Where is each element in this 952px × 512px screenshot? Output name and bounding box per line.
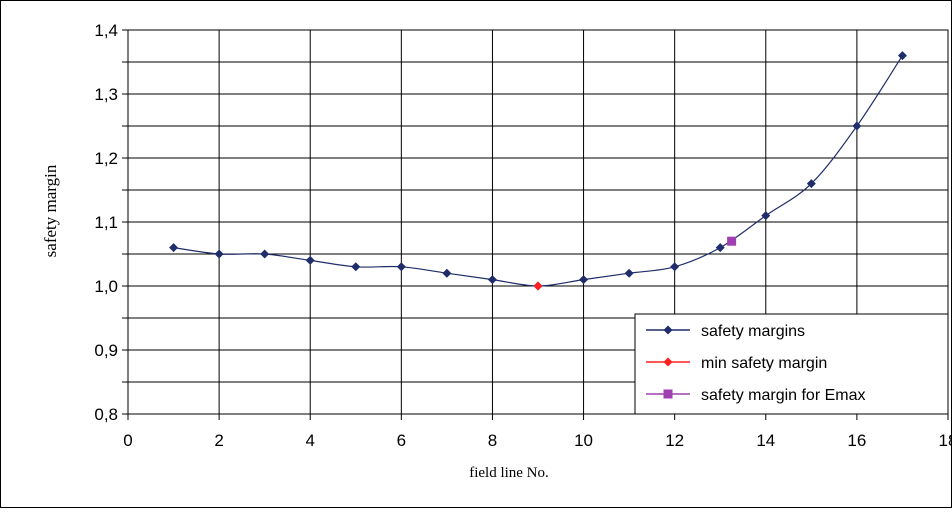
data-point-0 bbox=[897, 51, 907, 61]
x-axis-label: field line No. bbox=[469, 465, 549, 481]
x-tick-label: 8 bbox=[488, 431, 497, 450]
series-line-0 bbox=[173, 55, 903, 287]
data-point-0 bbox=[442, 268, 452, 278]
data-point-0 bbox=[214, 249, 224, 259]
data-point-0 bbox=[351, 262, 361, 272]
legend-label-1: min safety margin bbox=[701, 355, 827, 372]
y-tick-label: 1,2 bbox=[94, 149, 118, 168]
data-point-0 bbox=[761, 211, 771, 221]
data-point-2 bbox=[727, 236, 737, 246]
x-tick-label: 2 bbox=[214, 431, 223, 450]
x-tick-label: 18 bbox=[939, 431, 951, 450]
legend-marker-0 bbox=[663, 325, 673, 335]
x-tick-label: 6 bbox=[397, 431, 406, 450]
legend-label-0: safety margins bbox=[701, 323, 805, 340]
data-point-0 bbox=[305, 255, 315, 265]
y-tick-label: 0,8 bbox=[94, 405, 118, 424]
data-point-0 bbox=[579, 275, 589, 285]
plot-area bbox=[169, 51, 907, 291]
y-tick-label: 1,3 bbox=[94, 85, 118, 104]
y-tick-label: 1,0 bbox=[94, 277, 118, 296]
x-tick-label: 4 bbox=[305, 431, 314, 450]
x-tick-labels: 0 2 4 6 8 10 12 14 16 18 bbox=[123, 431, 952, 450]
legend-marker-2 bbox=[663, 389, 673, 399]
y-tick-labels: 0,8 0,9 1,0 1,1 1,2 1,3 1,4 bbox=[94, 21, 118, 424]
data-point-0 bbox=[260, 249, 270, 259]
data-point-0 bbox=[670, 262, 680, 272]
legend-label-2: safety margin for Emax bbox=[701, 387, 866, 404]
x-tick-label: 0 bbox=[123, 431, 132, 450]
y-tick-label: 0,9 bbox=[94, 341, 118, 360]
data-point-1 bbox=[533, 281, 543, 291]
data-point-0 bbox=[487, 275, 497, 285]
x-tick-label: 16 bbox=[847, 431, 866, 450]
y-axis-label: safety margin bbox=[41, 164, 60, 257]
legend-marker-1 bbox=[663, 357, 673, 367]
legend: safety margins min safety margin safety ma… bbox=[634, 313, 949, 415]
data-point-0 bbox=[169, 243, 179, 253]
data-point-0 bbox=[396, 262, 406, 272]
data-point-0 bbox=[715, 243, 725, 253]
x-tick-label: 12 bbox=[665, 431, 684, 450]
y-tick-label: 1,1 bbox=[94, 213, 118, 232]
plot-border bbox=[127, 29, 949, 415]
data-point-0 bbox=[806, 179, 816, 189]
data-point-0 bbox=[852, 121, 862, 131]
x-tick-label: 10 bbox=[574, 431, 593, 450]
data-point-0 bbox=[624, 268, 634, 278]
x-tick-label: 14 bbox=[756, 431, 775, 450]
y-tick-label: 1,4 bbox=[94, 21, 118, 40]
